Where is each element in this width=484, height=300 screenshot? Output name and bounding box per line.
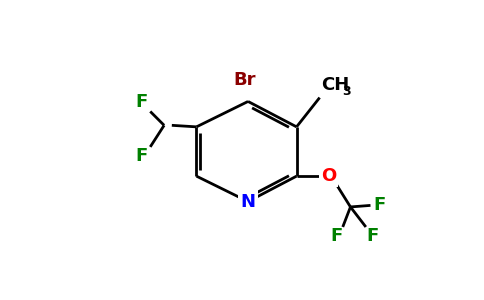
- Text: F: F: [331, 227, 343, 245]
- Text: Br: Br: [233, 71, 256, 89]
- Text: O: O: [321, 167, 336, 185]
- Text: CH: CH: [321, 76, 349, 94]
- Text: F: F: [135, 147, 147, 165]
- Text: F: F: [135, 93, 147, 111]
- Text: 3: 3: [342, 85, 350, 98]
- Text: F: F: [374, 196, 386, 214]
- Text: F: F: [366, 227, 378, 245]
- Text: N: N: [241, 193, 256, 211]
